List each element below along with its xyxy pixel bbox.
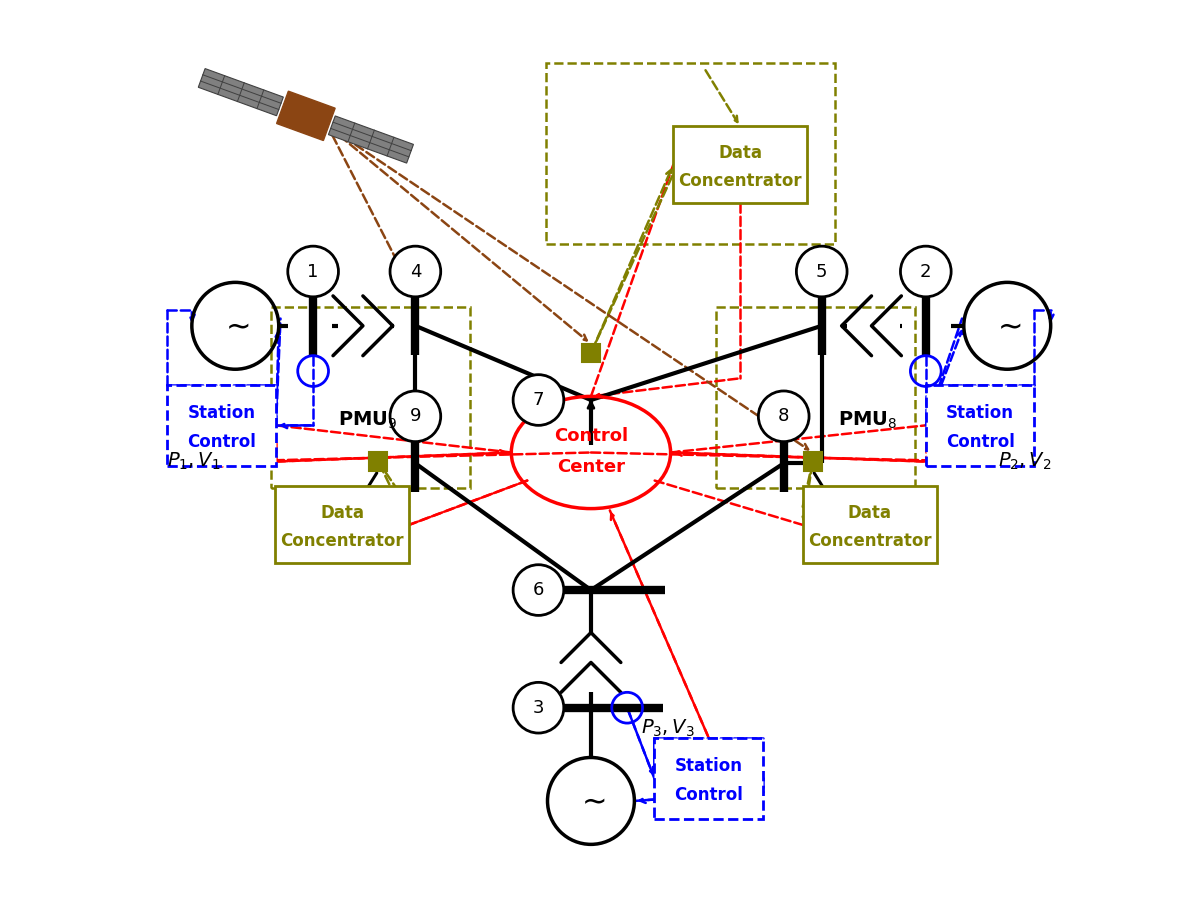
Bar bbox=[270, 307, 469, 488]
FancyBboxPatch shape bbox=[673, 127, 808, 204]
Bar bbox=[546, 63, 835, 244]
Circle shape bbox=[390, 391, 440, 442]
FancyBboxPatch shape bbox=[654, 738, 763, 819]
Text: Data: Data bbox=[320, 504, 364, 522]
Text: Data: Data bbox=[719, 144, 762, 162]
Circle shape bbox=[514, 565, 564, 615]
Text: Concentrator: Concentrator bbox=[808, 532, 931, 550]
Text: Data: Data bbox=[847, 504, 892, 522]
Text: Concentrator: Concentrator bbox=[281, 532, 404, 550]
Text: 9: 9 bbox=[409, 407, 421, 425]
Circle shape bbox=[797, 246, 847, 297]
Circle shape bbox=[900, 246, 952, 297]
Circle shape bbox=[514, 375, 564, 425]
Circle shape bbox=[288, 246, 338, 297]
Bar bbox=[582, 344, 600, 362]
Text: $\sim$: $\sim$ bbox=[220, 311, 251, 340]
Text: PMU$_9$: PMU$_9$ bbox=[337, 410, 397, 432]
Text: 3: 3 bbox=[533, 699, 545, 717]
FancyBboxPatch shape bbox=[168, 385, 276, 466]
Circle shape bbox=[514, 682, 564, 733]
Text: 7: 7 bbox=[533, 391, 545, 409]
Text: $P_2,V_2$: $P_2,V_2$ bbox=[998, 451, 1051, 472]
Bar bbox=[716, 307, 914, 488]
Text: $P_1,V_1$: $P_1,V_1$ bbox=[168, 451, 221, 472]
Text: 5: 5 bbox=[816, 262, 828, 281]
Text: 2: 2 bbox=[920, 262, 931, 281]
Text: Station: Station bbox=[946, 404, 1014, 422]
Text: Control: Control bbox=[674, 786, 743, 804]
Text: 6: 6 bbox=[533, 581, 544, 599]
Circle shape bbox=[390, 246, 440, 297]
Text: $P_3,V_3$: $P_3,V_3$ bbox=[641, 718, 695, 739]
Text: Concentrator: Concentrator bbox=[678, 172, 802, 190]
Text: Control: Control bbox=[554, 427, 628, 445]
Text: Station: Station bbox=[674, 757, 743, 775]
Text: $\sim$: $\sim$ bbox=[992, 311, 1022, 340]
Text: $\sim$: $\sim$ bbox=[576, 786, 606, 815]
Text: Center: Center bbox=[557, 458, 625, 476]
Text: PMU$_8$: PMU$_8$ bbox=[838, 410, 898, 432]
Bar bbox=[804, 452, 822, 471]
Polygon shape bbox=[329, 116, 414, 163]
Text: 1: 1 bbox=[307, 262, 319, 281]
FancyBboxPatch shape bbox=[803, 487, 937, 563]
Text: Station: Station bbox=[187, 404, 256, 422]
Bar bbox=[370, 452, 388, 471]
Polygon shape bbox=[277, 91, 335, 140]
Polygon shape bbox=[198, 69, 283, 116]
FancyBboxPatch shape bbox=[275, 487, 409, 563]
Text: 8: 8 bbox=[778, 407, 790, 425]
Circle shape bbox=[758, 391, 809, 442]
Text: Control: Control bbox=[946, 433, 1014, 451]
Text: 4: 4 bbox=[409, 262, 421, 281]
Text: Control: Control bbox=[187, 433, 256, 451]
FancyBboxPatch shape bbox=[926, 385, 1034, 466]
